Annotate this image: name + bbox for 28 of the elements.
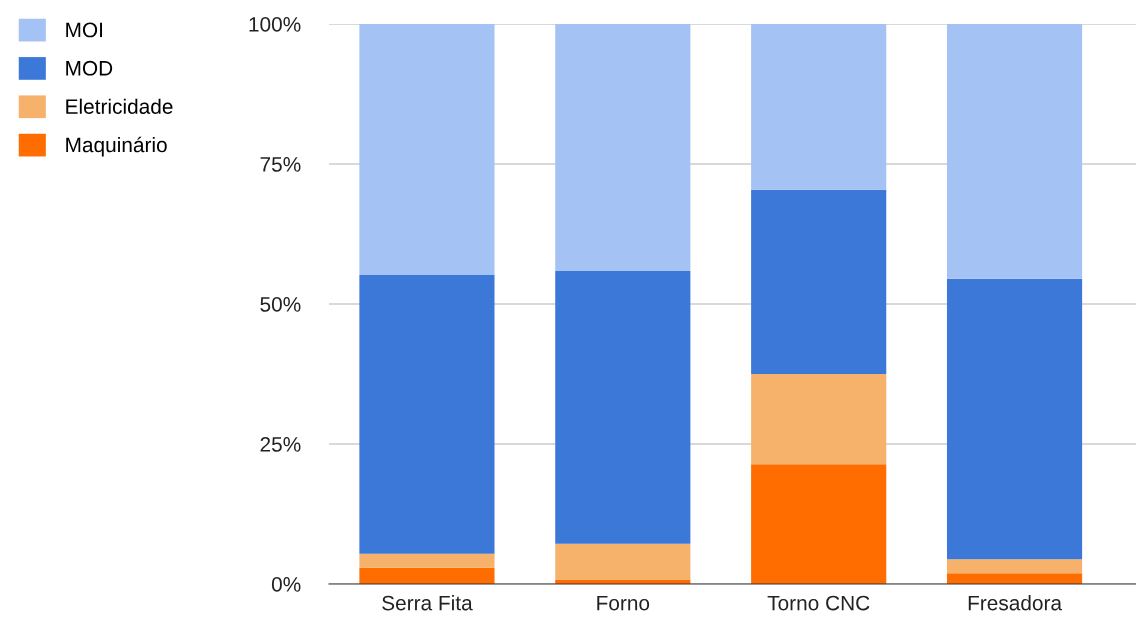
legend-label: Eletricidade (66, 98, 173, 114)
bar (359, 274, 495, 554)
bar (946, 559, 1083, 574)
x-tick-label: Serra Fita (382, 595, 473, 611)
bar (359, 553, 495, 568)
x-tick-label: Forno (597, 595, 650, 611)
y-tick-label: 25% (260, 437, 301, 452)
legend-label: MOD (66, 60, 113, 76)
y-tick-label: 100% (249, 17, 301, 32)
legend-label: MOI (66, 22, 103, 38)
bar (555, 543, 691, 580)
bar (555, 24, 691, 271)
bar (751, 464, 887, 584)
bar (751, 374, 887, 465)
bar (946, 278, 1083, 560)
x-tick-label: Fresadora (968, 595, 1063, 611)
x-tick-label: Torno CNC (767, 595, 870, 611)
y-tick-label: 50% (260, 297, 301, 312)
bar (359, 567, 495, 584)
bar (751, 189, 887, 374)
legend-label: Maquinário (66, 136, 167, 157)
y-tick-label: 0% (271, 577, 301, 592)
y-tick-label: 75% (260, 157, 301, 172)
bar (359, 24, 495, 275)
bar (946, 24, 1083, 279)
bar (946, 573, 1083, 584)
bar (751, 24, 887, 190)
bar (555, 270, 691, 544)
